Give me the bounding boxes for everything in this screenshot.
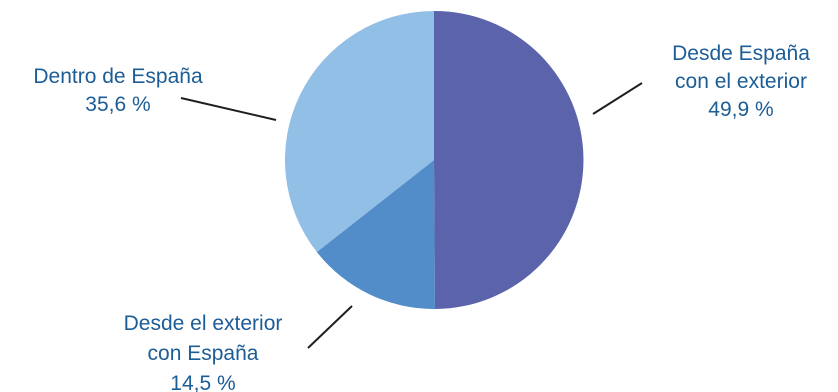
- pie-slices: [284, 10, 584, 310]
- slice-label-1: Desde España con el exterior 49,9 %: [672, 42, 810, 121]
- leader-lines: [180, 82, 643, 349]
- leader-line-2: [307, 305, 353, 349]
- slice-label-line-1-1: Desde España: [672, 42, 810, 65]
- slice-label-line-2-2: con España: [148, 342, 259, 365]
- slice-label-line-2-1: Desde el exterior: [124, 312, 283, 335]
- slice-value-2: 14,5 %: [170, 372, 235, 392]
- slice-label-3: Dentro de España 35,6 %: [33, 65, 203, 116]
- slice-value-3: 35,6 %: [85, 93, 150, 116]
- slice-value-1: 49,9 %: [708, 98, 773, 121]
- pie-slice-3: [284, 11, 434, 253]
- leader-line-1: [592, 82, 643, 115]
- slice-label-line-1-2: con el exterior: [675, 70, 807, 93]
- leader-line-3: [180, 97, 277, 121]
- slice-label-2: Desde el exterior con España 14,5 %: [124, 312, 283, 392]
- slice-labels: Desde España con el exterior 49,9 % Desde e…: [33, 42, 810, 392]
- slice-label-line-3-1: Dentro de España: [33, 65, 203, 88]
- pie-slice-2: [316, 160, 435, 310]
- pie-slice-1: [434, 10, 584, 309]
